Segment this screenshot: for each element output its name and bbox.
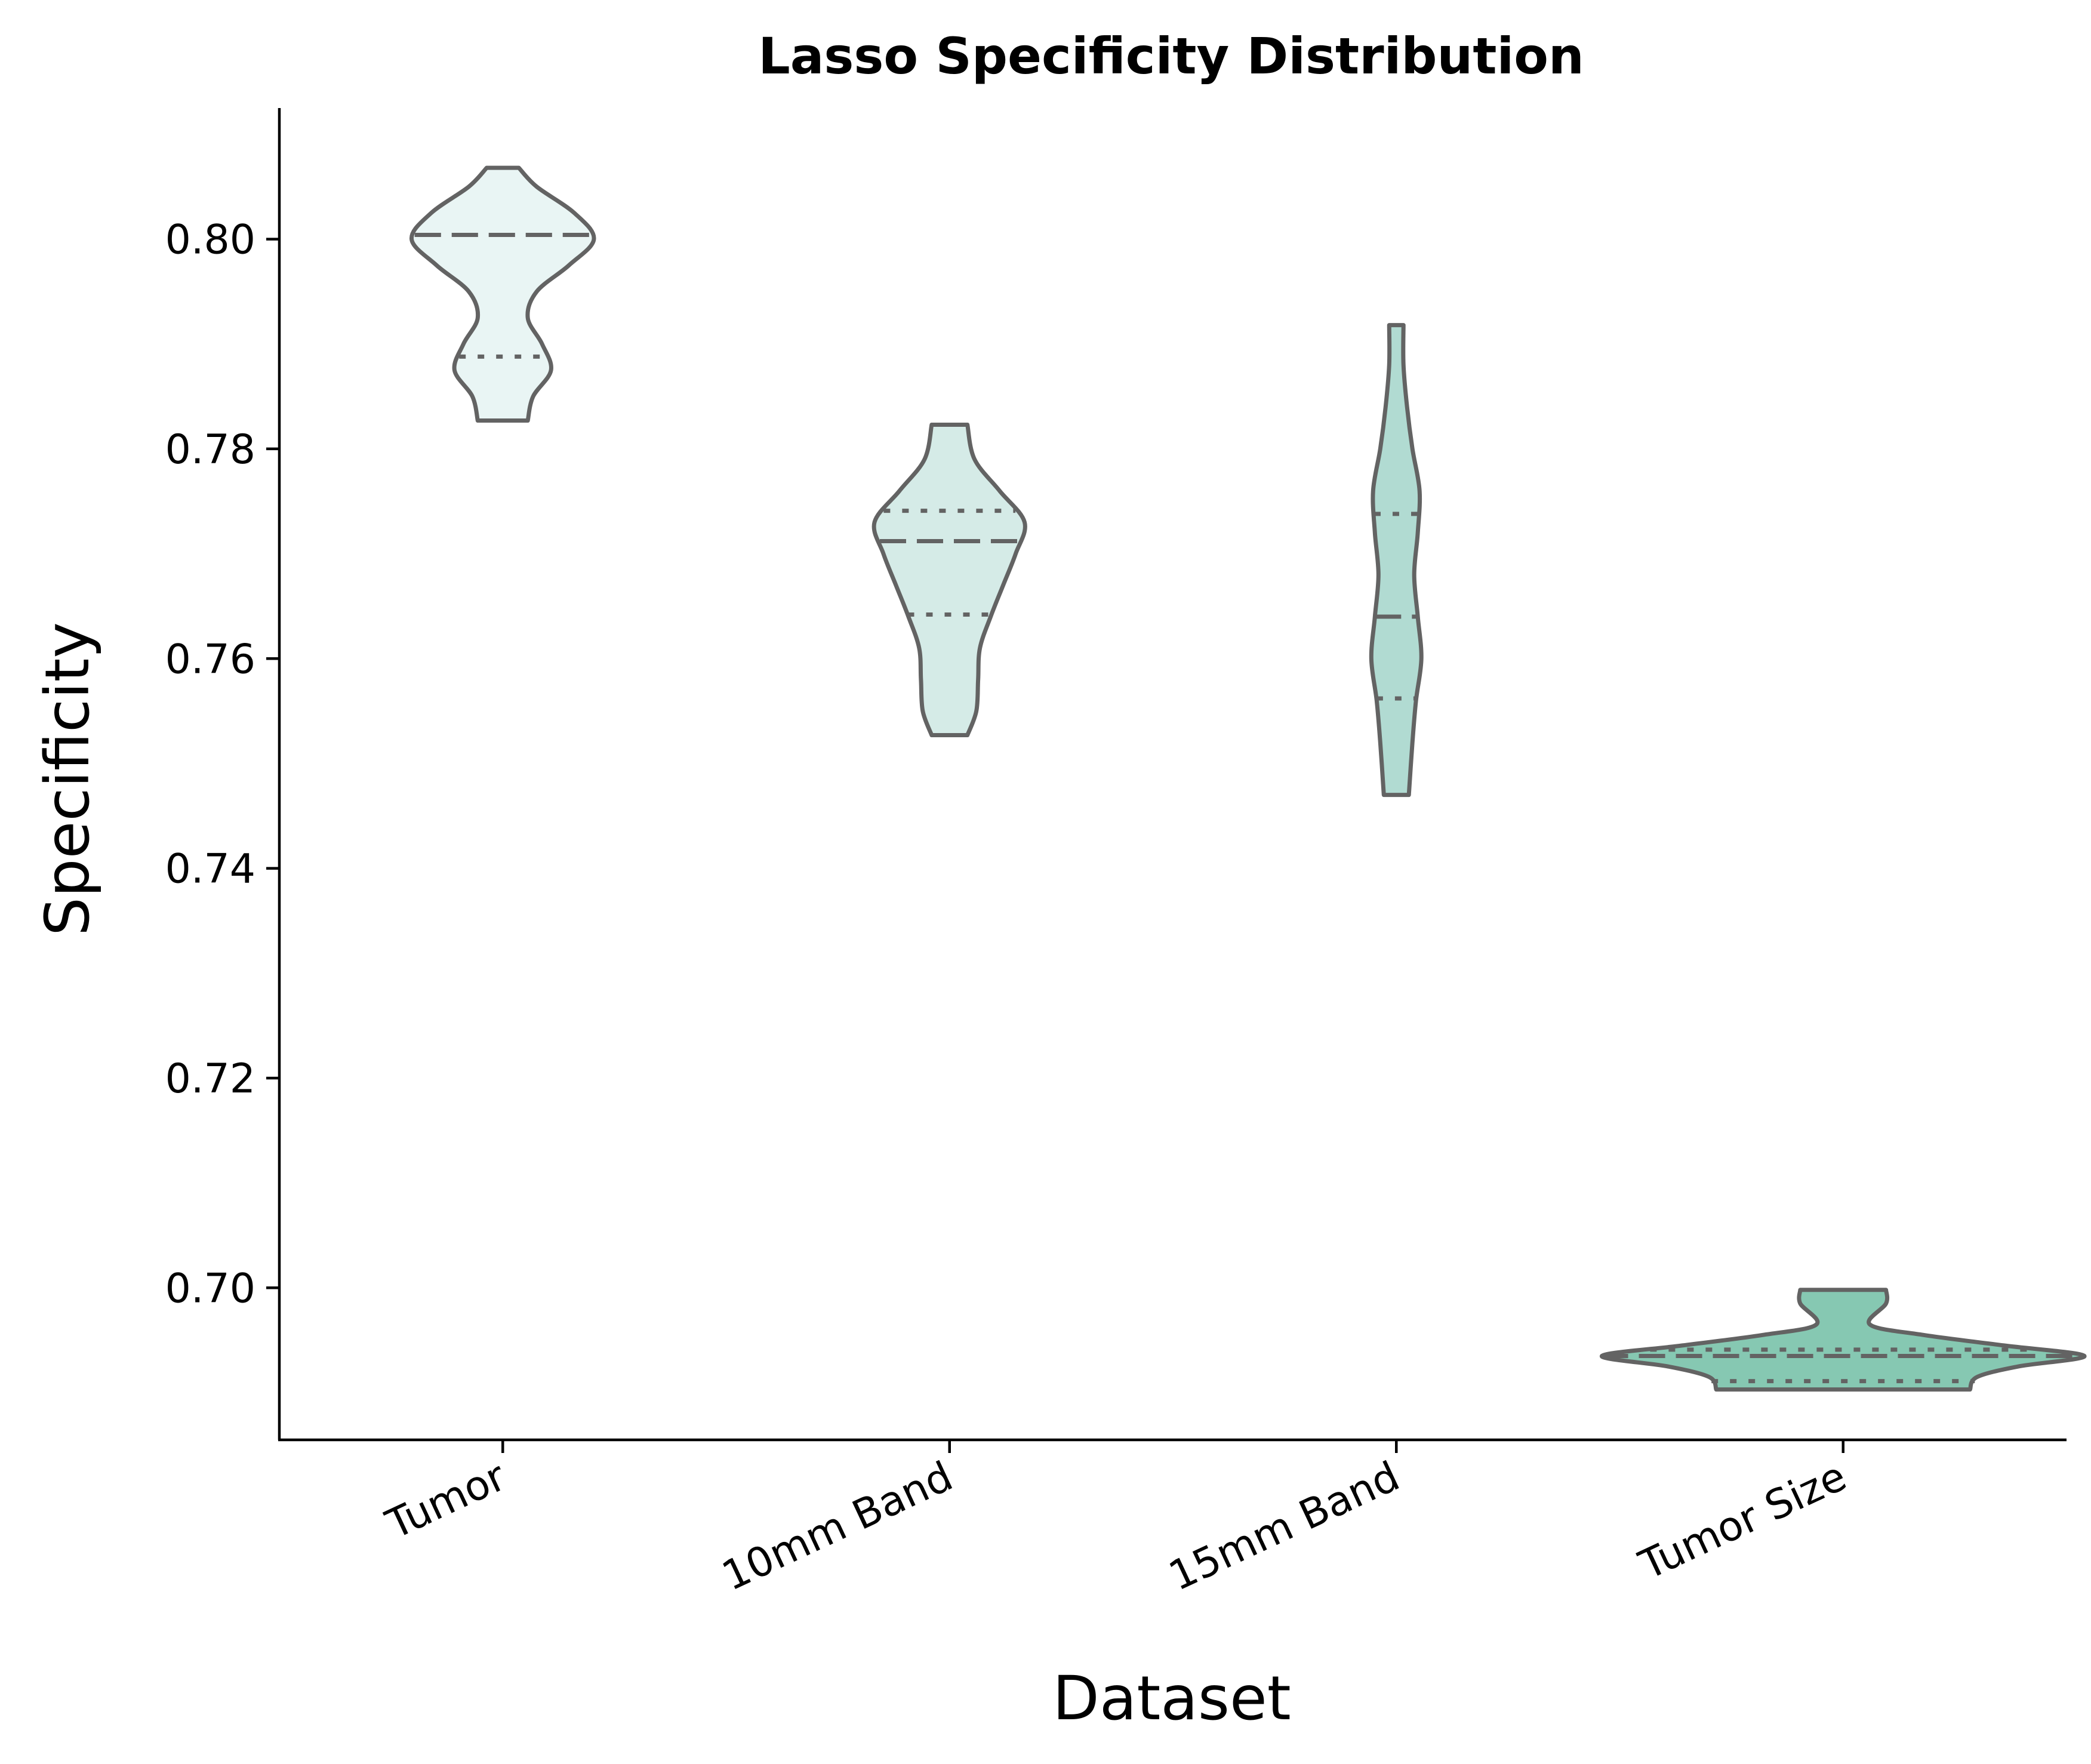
violin-tumor-size (1600, 1288, 2087, 1392)
violin-body (1369, 323, 1424, 798)
violins-layer (409, 165, 2087, 1392)
violin-10mm-band (871, 423, 1027, 737)
x-tick-label: 15mm Band (1162, 1453, 1407, 1600)
violin-tumor (409, 165, 596, 423)
violin-15mm-band (1369, 323, 1424, 798)
x-tick-label: 10mm Band (715, 1453, 960, 1600)
y-tick-label: 0.74 (165, 846, 255, 893)
violin-body (409, 165, 596, 423)
y-ticks: 0.70 0.72 0.74 0.76 0.78 0.80 (165, 217, 279, 1312)
x-axis-label: Dataset (1052, 1663, 1291, 1734)
x-tick-label: Tumor Size (1632, 1453, 1853, 1590)
y-tick-label: 0.70 (165, 1265, 255, 1312)
chart-title: Lasso Specificity Distribution (758, 27, 1584, 85)
y-tick-label: 0.76 (165, 636, 255, 683)
violin-body (1600, 1288, 2087, 1392)
violin-body (871, 423, 1027, 737)
y-tick-label: 0.72 (165, 1055, 255, 1103)
x-ticks: Tumor 10mm Band 15mm Band Tumor Size (379, 1440, 1853, 1600)
x-tick-label: Tumor (379, 1453, 513, 1549)
y-tick-label: 0.78 (165, 426, 255, 473)
y-tick-label: 0.80 (165, 217, 255, 264)
y-axis-label: Specificity (32, 622, 103, 936)
